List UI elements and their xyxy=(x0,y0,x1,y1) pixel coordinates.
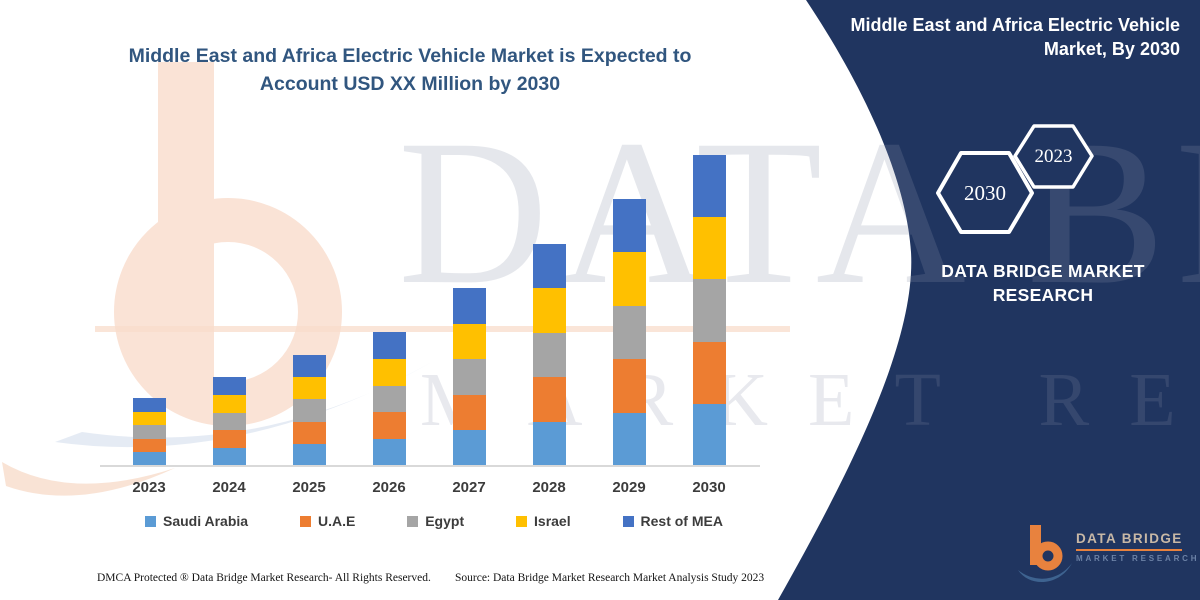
segment-u-a-e xyxy=(612,359,646,413)
segment-u-a-e xyxy=(692,341,726,404)
segment-rest-of-mea xyxy=(452,288,486,324)
segment-israel xyxy=(132,411,166,426)
legend-item-egypt: Egypt xyxy=(407,513,464,529)
segment-egypt xyxy=(372,385,406,413)
chart-title-line1: Middle East and Africa Electric Vehicle … xyxy=(128,45,692,67)
legend-item-israel: Israel xyxy=(516,513,571,529)
segment-egypt xyxy=(292,399,326,422)
segment-rest-of-mea xyxy=(132,398,166,412)
logo-rule xyxy=(1076,549,1182,551)
legend-swatch-icon xyxy=(516,515,528,527)
x-axis-label-2030: 2030 xyxy=(692,479,726,496)
data-bridge-logo-icon xyxy=(1018,525,1072,583)
legend-label: Saudi Arabia xyxy=(163,513,249,529)
segment-u-a-e xyxy=(452,394,486,431)
segment-rest-of-mea xyxy=(532,244,566,289)
stacked-bar-2024 xyxy=(212,377,246,466)
segment-saudi-arabia xyxy=(612,412,646,466)
segment-egypt xyxy=(212,412,246,431)
segment-rest-of-mea xyxy=(692,155,726,218)
segment-israel xyxy=(292,377,326,400)
segment-israel xyxy=(452,323,486,360)
segment-rest-of-mea xyxy=(612,199,646,253)
segment-u-a-e xyxy=(532,377,566,422)
stacked-bar-2023 xyxy=(132,398,166,466)
x-axis-label-2028: 2028 xyxy=(532,479,566,496)
chart-title-line2: Account USD XX Million by 2030 xyxy=(259,73,561,96)
x-axis-label-2027: 2027 xyxy=(452,479,486,496)
segment-israel xyxy=(532,288,566,333)
segment-rest-of-mea xyxy=(372,332,406,359)
panel-brand-text: DATA BRIDGE MARKET RESEARCH xyxy=(941,261,1145,305)
legend-label: Israel xyxy=(534,513,571,529)
segment-egypt xyxy=(692,279,726,342)
segment-israel xyxy=(692,217,726,280)
segment-saudi-arabia xyxy=(372,439,406,466)
segment-saudi-arabia xyxy=(132,452,166,466)
stacked-bar-2025 xyxy=(292,355,326,466)
segment-u-a-e xyxy=(372,412,406,440)
logo-subname: MARKET RESEARCH xyxy=(1076,554,1200,563)
segment-u-a-e xyxy=(132,438,166,453)
segment-saudi-arabia xyxy=(292,443,326,466)
segment-rest-of-mea xyxy=(292,355,326,378)
data-bridge-logo: DATA BRIDGE MARKET RESEARCH xyxy=(1016,520,1197,592)
x-axis-label-2026: 2026 xyxy=(372,479,406,496)
chart-title: Middle East and Africa Electric Vehicle … xyxy=(60,42,760,99)
segment-rest-of-mea xyxy=(212,377,246,395)
data-bridge-logo-text: DATA BRIDGE MARKET RESEARCH xyxy=(1076,520,1199,563)
stacked-bar-2030 xyxy=(692,155,726,466)
panel-heading: Middle East and Africa Electric Vehicle … xyxy=(850,15,1180,60)
segment-u-a-e xyxy=(292,421,326,444)
segment-israel xyxy=(212,394,246,413)
legend-swatch-icon xyxy=(299,515,311,527)
segment-egypt xyxy=(452,359,486,395)
stacked-bar-2029 xyxy=(612,199,646,466)
segment-egypt xyxy=(612,305,646,360)
x-axis-label-2024: 2024 xyxy=(212,479,246,496)
segment-saudi-arabia xyxy=(532,421,566,466)
segment-saudi-arabia xyxy=(452,430,486,466)
x-axis-line xyxy=(100,465,760,467)
copyright-text: DMCA Protected ® Data Bridge Market Rese… xyxy=(97,572,431,584)
segment-u-a-e xyxy=(212,430,246,449)
legend-item-rest-of-mea: Rest of MEA xyxy=(622,513,723,529)
x-axis-label-2025: 2025 xyxy=(292,479,326,496)
segment-egypt xyxy=(532,332,566,378)
chart-legend: Saudi Arabia U.A.E Egypt Israel Rest of MEA xyxy=(145,513,723,529)
x-axis-label-2029: 2029 xyxy=(612,479,646,496)
hexagon-2030-label: 2030 xyxy=(964,181,1006,205)
legend-swatch-icon xyxy=(407,515,419,527)
hexagon-2023-label: 2023 xyxy=(1034,146,1073,167)
legend-label: Rest of MEA xyxy=(640,513,723,529)
segment-egypt xyxy=(132,425,166,439)
legend-swatch-icon xyxy=(145,515,156,527)
x-axis-label-2023: 2023 xyxy=(132,479,166,496)
segment-saudi-arabia xyxy=(692,403,726,466)
source-text: Source: Data Bridge Market Research Mark… xyxy=(455,572,765,584)
logo-name: DATA BRIDGE xyxy=(1076,531,1183,546)
segment-israel xyxy=(612,252,646,306)
segment-saudi-arabia xyxy=(212,448,246,466)
legend-label: Egypt xyxy=(425,513,465,529)
legend-item-saudi-arabia: Saudi Arabia xyxy=(145,513,248,529)
legend-label: U.A.E xyxy=(317,513,356,529)
stacked-bar-2028 xyxy=(532,244,566,466)
watermark-rule xyxy=(95,326,790,332)
stacked-bar-2026 xyxy=(372,332,406,466)
segment-israel xyxy=(372,358,406,386)
legend-swatch-icon xyxy=(622,515,634,527)
legend-item-u-a-e: U.A.E xyxy=(299,513,356,529)
stacked-bar-2027 xyxy=(452,288,486,466)
